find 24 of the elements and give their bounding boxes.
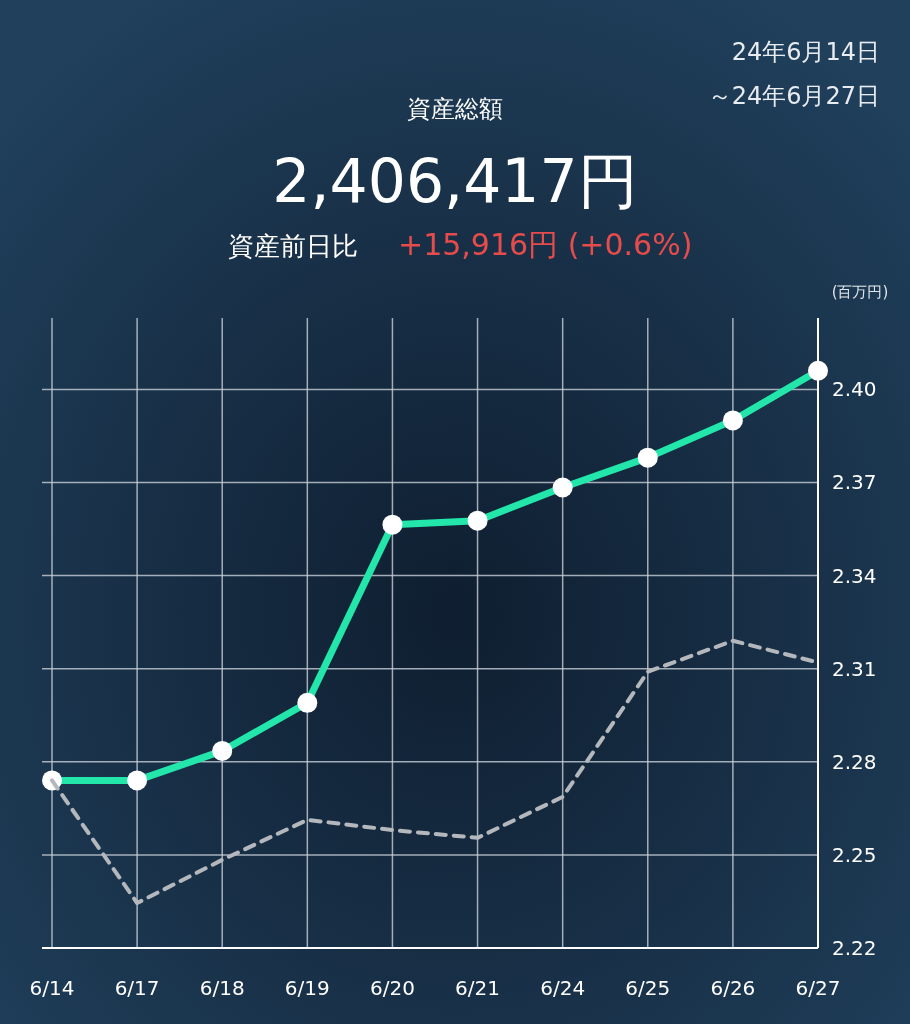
x-tick-label: 6/20 [369, 976, 415, 1000]
x-tick-label: 6/19 [284, 976, 330, 1000]
x-tick-label: 6/24 [540, 976, 586, 1000]
text: ～24年6月27日 [707, 82, 880, 110]
y-tick-label: 2.31 [832, 656, 877, 681]
x-tick-label: 6/26 [710, 976, 756, 1000]
x-tick-label: 6/14 [29, 976, 75, 1000]
y-tick-label: 2.28 [832, 749, 877, 774]
y-tick-label: 2.25 [832, 842, 877, 867]
y-tick-label: 2.22 [832, 936, 877, 960]
text: +15,916円 (+0.6%) [398, 227, 693, 262]
x-tick-label: 6/27 [795, 976, 841, 1000]
y-tick-label: 2.40 [832, 377, 877, 402]
y-tick-label: 2.37 [832, 470, 877, 495]
y-axis-title: (百万円) [831, 283, 889, 301]
x-tick-label: 6/21 [455, 976, 501, 1000]
chart-subtitle: 2,406,417円 [272, 146, 638, 216]
y-tick-label: 2.34 [832, 563, 877, 588]
x-tick-label: 6/17 [114, 976, 160, 1000]
x-tick-label: 6/25 [625, 976, 671, 1000]
x-tick-label: 6/18 [199, 976, 245, 1000]
chart-title: 資産総額 [407, 95, 503, 123]
text: 24年6月14日 [731, 38, 880, 66]
text: 資産前日比 [228, 231, 358, 261]
